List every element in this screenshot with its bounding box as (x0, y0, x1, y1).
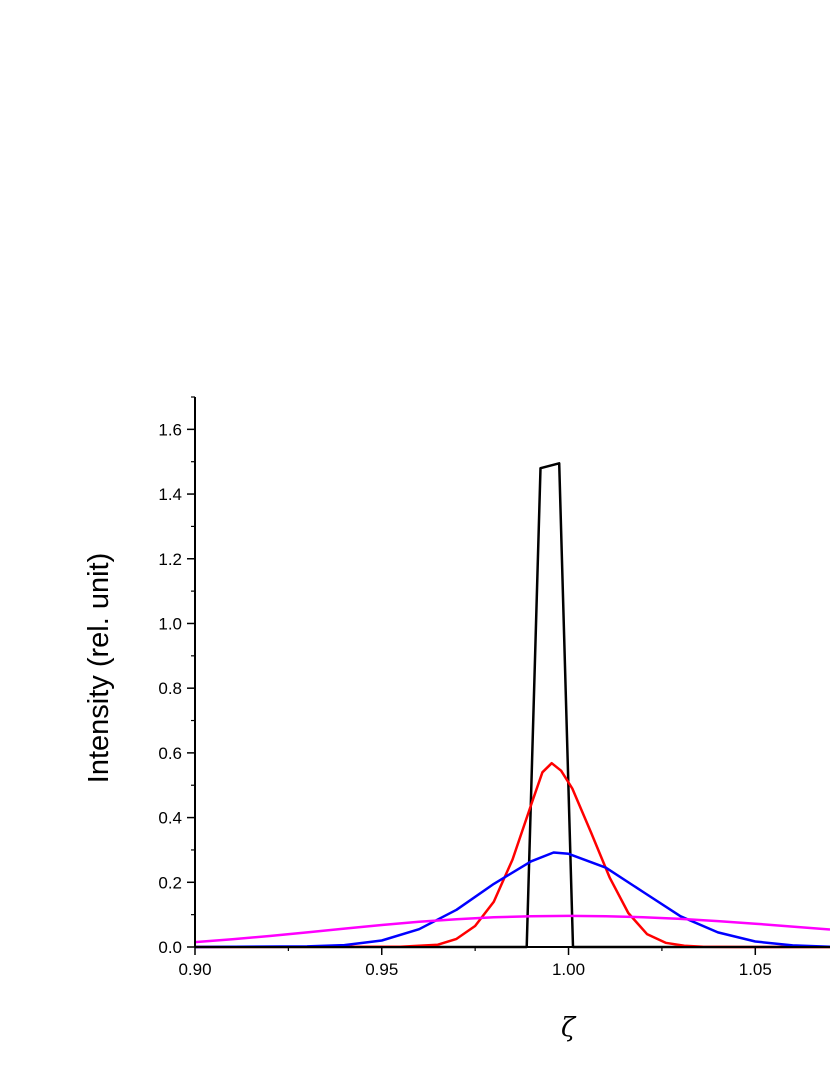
y-tick-label: 1.6 (158, 420, 182, 439)
x-tick-label: 1.05 (739, 960, 772, 979)
series-line-4 (194, 914, 830, 944)
series-line-3 (194, 851, 830, 949)
y-tick-label: 1.4 (158, 485, 182, 504)
y-tick-label: 0.4 (158, 809, 182, 828)
x-tick-label: 0.95 (365, 960, 398, 979)
plot-lines (194, 462, 830, 949)
series-line-2 (194, 761, 830, 949)
y-tick-label: 0.8 (158, 679, 182, 698)
y-tick-label: 1.0 (158, 614, 182, 633)
y-tick-label: 1.2 (158, 550, 182, 569)
x-tick-label: 1.00 (552, 960, 585, 979)
x-axis-title: ζ (561, 1013, 577, 1043)
y-tick-label: 0.0 (158, 938, 182, 957)
y-axis-title: Intensity (rel. unit) (83, 553, 115, 783)
y-tick-label: 0.2 (158, 873, 182, 892)
series-line-1 (195, 462, 830, 949)
x-tick-label: 0.90 (178, 960, 211, 979)
axes (194, 397, 830, 948)
y-tick-label: 0.6 (158, 744, 182, 763)
ticks: 0.0 0.2 0.4 0.6 0.8 1.0 1.2 1.4 1.6 0.90 0.95 1.00 1… (158, 396, 772, 979)
